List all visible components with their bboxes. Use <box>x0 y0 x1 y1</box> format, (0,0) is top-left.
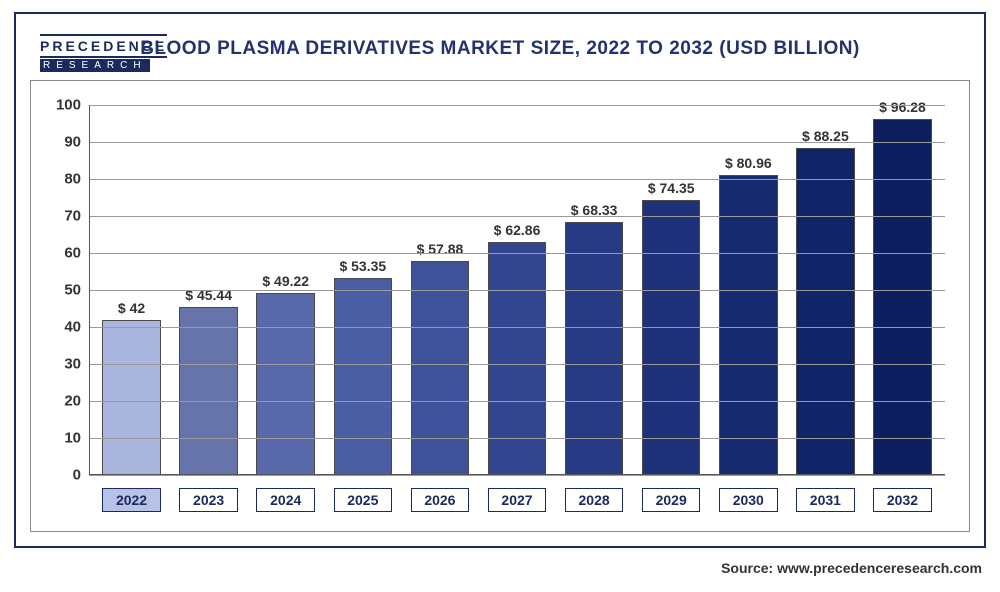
y-tick-label: 0 <box>73 467 89 484</box>
x-label-box: 2031 <box>787 483 864 517</box>
grid-line <box>89 105 945 106</box>
x-tick-label: 2029 <box>642 488 701 512</box>
grid-line <box>89 401 945 402</box>
x-tick-label: 2030 <box>719 488 778 512</box>
plot-area: $ 42$ 45.44$ 49.22$ 53.35$ 57.88$ 62.86$… <box>89 105 945 475</box>
chart-title: BLOOD PLASMA DERIVATIVES MARKET SIZE, 20… <box>140 38 860 59</box>
source-caption: Source: www.precedenceresearch.com <box>721 560 982 576</box>
x-axis-line <box>89 474 945 475</box>
x-label-box: 2025 <box>324 483 401 517</box>
bar-value-label: $ 57.88 <box>417 241 464 257</box>
bar <box>873 119 932 475</box>
x-label-box: 2023 <box>170 483 247 517</box>
grid-line <box>89 253 945 254</box>
bar <box>796 148 855 475</box>
grid-line <box>89 364 945 365</box>
grid-line <box>89 216 945 217</box>
grid-line <box>89 327 945 328</box>
bar <box>179 307 238 475</box>
grid-line <box>89 179 945 180</box>
bar-value-label: $ 80.96 <box>725 155 772 171</box>
x-tick-label: 2025 <box>334 488 393 512</box>
title-bar: BLOOD PLASMA DERIVATIVES MARKET SIZE, 20… <box>16 14 984 60</box>
x-label-box: 2024 <box>247 483 324 517</box>
bar-value-label: $ 49.22 <box>262 273 309 289</box>
y-tick-label: 30 <box>64 356 89 373</box>
x-label-box: 2029 <box>633 483 710 517</box>
bar-value-label: $ 42 <box>118 300 145 316</box>
y-tick-label: 10 <box>64 430 89 447</box>
bar <box>256 293 315 475</box>
y-axis-line <box>89 105 90 475</box>
brand-logo-bottom: RESEARCH <box>40 59 150 72</box>
x-tick-label: 2023 <box>179 488 238 512</box>
y-tick-label: 50 <box>64 282 89 299</box>
grid-line <box>89 142 945 143</box>
bar-value-label: $ 74.35 <box>648 180 695 196</box>
bar <box>102 320 161 475</box>
y-tick-label: 80 <box>64 171 89 188</box>
bar <box>719 175 778 475</box>
y-tick-label: 40 <box>64 319 89 336</box>
x-tick-label: 2022 <box>102 488 161 512</box>
x-label-box: 2030 <box>710 483 787 517</box>
x-tick-label: 2032 <box>873 488 932 512</box>
bar <box>642 200 701 475</box>
x-tick-label: 2024 <box>256 488 315 512</box>
chart-inner-frame: $ 42$ 45.44$ 49.22$ 53.35$ 57.88$ 62.86$… <box>30 80 970 532</box>
chart-outer-frame: PRECEDENCE RESEARCH BLOOD PLASMA DERIVAT… <box>14 12 986 548</box>
y-tick-label: 90 <box>64 134 89 151</box>
x-tick-label: 2027 <box>488 488 547 512</box>
bar <box>411 261 470 475</box>
x-tick-label: 2028 <box>565 488 624 512</box>
x-label-box: 2028 <box>556 483 633 517</box>
grid-line <box>89 438 945 439</box>
x-axis-labels: 2022 2023 2024 2025 2026 2027 2028 2029 2030 2031… <box>89 483 945 517</box>
bar <box>488 242 547 475</box>
y-tick-label: 60 <box>64 245 89 262</box>
x-label-box: 2026 <box>401 483 478 517</box>
y-tick-label: 20 <box>64 393 89 410</box>
bar-value-label: $ 96.28 <box>879 99 926 115</box>
x-label-box: 2032 <box>864 483 941 517</box>
bar-value-label: $ 62.86 <box>494 222 541 238</box>
x-tick-label: 2026 <box>411 488 470 512</box>
x-tick-label: 2031 <box>796 488 855 512</box>
grid-line <box>89 290 945 291</box>
y-tick-label: 100 <box>56 97 89 114</box>
x-label-box: 2022 <box>93 483 170 517</box>
grid-line <box>89 475 945 476</box>
bar <box>334 278 393 475</box>
bar-value-label: $ 53.35 <box>339 258 386 274</box>
x-label-box: 2027 <box>478 483 555 517</box>
y-tick-label: 70 <box>64 208 89 225</box>
